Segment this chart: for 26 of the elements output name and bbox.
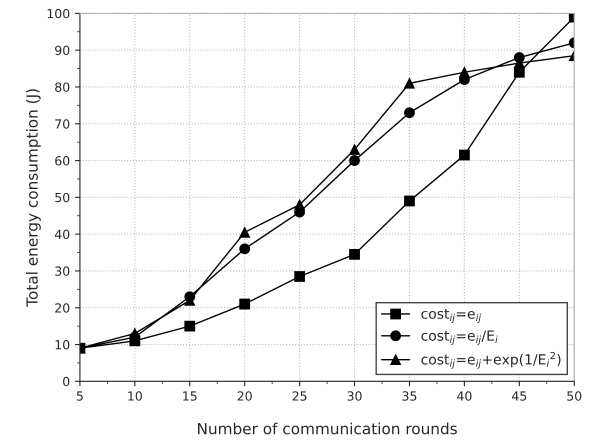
y-tick-label: 40 bbox=[54, 230, 70, 240]
y-tick-label: 60 bbox=[55, 156, 70, 166]
x-tick-label: 20 bbox=[238, 391, 252, 401]
y-tick-label: 80 bbox=[55, 82, 70, 92]
x-tick-label: 10 bbox=[128, 391, 142, 401]
x-tick-label: 30 bbox=[348, 391, 362, 401]
y-tick-label: 20 bbox=[55, 303, 70, 313]
legend-label: cost$_{ij}$=e$_{ij}$+exp(1/E$_{i}$$^{2}$) bbox=[421, 352, 561, 369]
x-axis-title: Number of communication rounds bbox=[198, 422, 457, 434]
legend-label: cost$_{ij}$=e$_{ij}$/E$_{i}$ bbox=[421, 330, 498, 345]
x-tick-label: 50 bbox=[567, 391, 582, 401]
y-tick-label: 90 bbox=[55, 46, 70, 56]
y-tick-label: 0 bbox=[63, 376, 70, 386]
y-tick-label: 100 bbox=[48, 8, 70, 18]
y-tick-label: 10 bbox=[56, 340, 70, 350]
x-tick-label: 5 bbox=[76, 391, 83, 401]
x-tick-label: 15 bbox=[183, 391, 197, 401]
y-tick-label: 70 bbox=[55, 119, 70, 129]
y-axis-title: Total energy consumption (J) bbox=[26, 89, 41, 307]
x-tick-label: 35 bbox=[402, 391, 416, 401]
x-tick-label: 45 bbox=[512, 391, 526, 401]
x-tick-label: 40 bbox=[457, 391, 472, 401]
y-tick-label: 50 bbox=[55, 192, 70, 202]
legend-label: cost$_{ij}$=e$_{ij}$ bbox=[421, 308, 482, 324]
x-tick-label: 25 bbox=[292, 391, 306, 401]
y-tick-label: 30 bbox=[55, 266, 70, 276]
